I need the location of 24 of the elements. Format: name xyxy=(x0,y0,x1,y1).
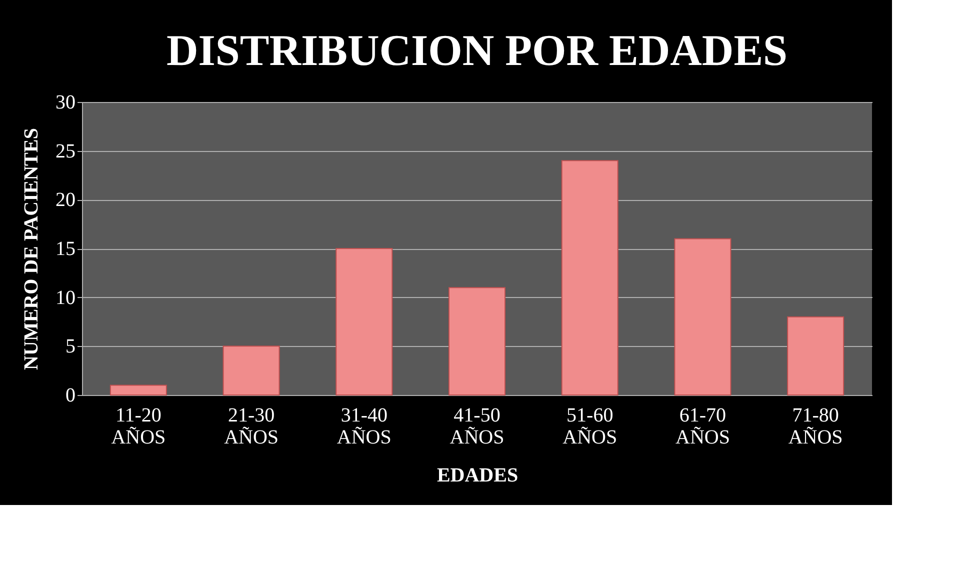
bar xyxy=(110,384,167,396)
bar xyxy=(448,287,506,396)
x-tick-label: 41-50 AÑOS xyxy=(450,404,504,448)
x-tick-label: 21-30 AÑOS xyxy=(224,404,279,448)
chart-title: DISTRIBUCION POR EDADES xyxy=(166,26,788,75)
bar xyxy=(787,316,844,396)
bar xyxy=(222,346,280,396)
y-axis-title: NUMERO DE PACIENTES xyxy=(20,128,42,370)
y-tick-label: 25 xyxy=(56,140,76,162)
x-axis-title: EDADES xyxy=(436,464,518,486)
y-tick-label: 0 xyxy=(66,384,76,406)
bar xyxy=(336,248,393,396)
x-tick-label: 51-60 AÑOS xyxy=(562,404,618,448)
x-tick-label: 31-40 AÑOS xyxy=(336,404,392,448)
y-tick-label: 10 xyxy=(56,286,76,309)
x-tick-label: 61-70 AÑOS xyxy=(675,404,730,448)
x-tick-label: 11-20 AÑOS xyxy=(111,404,166,448)
bar xyxy=(561,160,618,396)
x-tick-label: 71-80 AÑOS xyxy=(788,404,843,448)
y-tick-label: 15 xyxy=(56,238,76,260)
y-tick-label: 5 xyxy=(66,336,76,358)
y-tick-label: 20 xyxy=(56,189,76,212)
bar xyxy=(674,238,732,396)
y-tick-label: 30 xyxy=(56,92,76,114)
